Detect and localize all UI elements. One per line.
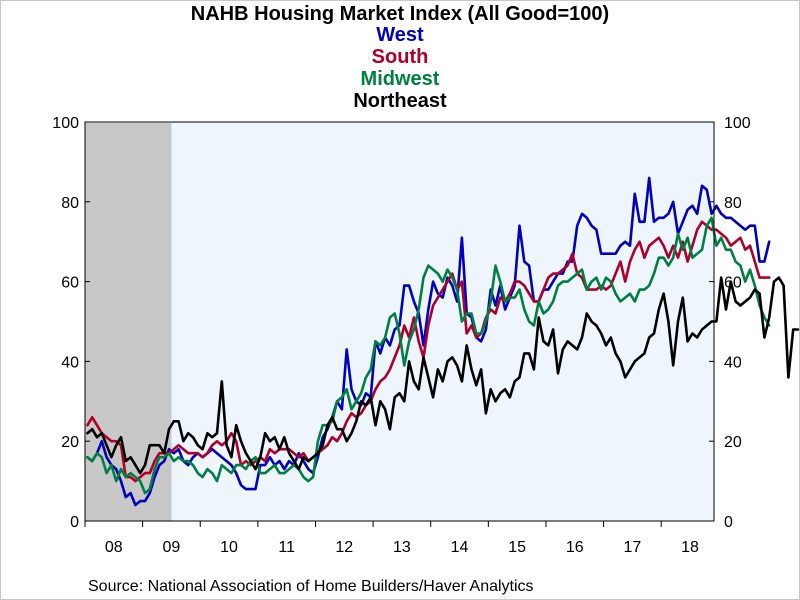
x-tick-label: 10 [220, 539, 238, 556]
x-tick-label: 14 [451, 539, 469, 556]
legend-entry-midwest: Midwest [360, 68, 440, 90]
legend-entry-northeast: Northeast [353, 90, 447, 112]
x-tick-label: 11 [278, 539, 295, 556]
y-tick-label-left: 20 [61, 434, 79, 451]
chart-title: NAHB Housing Market Index (All Good=100) [190, 3, 610, 25]
x-tick-label: 12 [335, 539, 353, 556]
y-tick-label-right: 100 [724, 115, 751, 132]
x-tick-label: 15 [508, 539, 526, 556]
legend-entry-south: South [371, 46, 429, 68]
y-tick-label-left: 0 [70, 514, 79, 531]
y-tick-label-right: 80 [724, 195, 742, 212]
x-tick-label: 09 [163, 539, 181, 556]
plot-border [84, 121, 715, 522]
y-tick-label-right: 60 [724, 275, 742, 292]
y-tick-label-left: 100 [52, 115, 79, 132]
y-tick-label-right: 20 [724, 434, 742, 451]
series-line-northeast [86, 276, 800, 475]
y-tick-label-left: 80 [61, 195, 79, 212]
x-tick-label: 16 [566, 539, 584, 556]
legend-entry-west: West [376, 24, 424, 46]
y-tick-label-right: 0 [724, 514, 733, 531]
x-tick-label: 08 [105, 539, 123, 556]
x-tick-label: 18 [681, 539, 699, 556]
y-tick-label-left: 40 [61, 354, 79, 371]
y-tick-label-right: 40 [724, 354, 742, 371]
series-line-south [86, 220, 771, 483]
source-note: Source: National Association of Home Bui… [88, 578, 534, 595]
series-line-midwest [86, 216, 771, 495]
x-tick-label: 13 [393, 539, 411, 556]
y-tick-label-left: 60 [61, 275, 79, 292]
x-tick-label: 17 [623, 539, 641, 556]
